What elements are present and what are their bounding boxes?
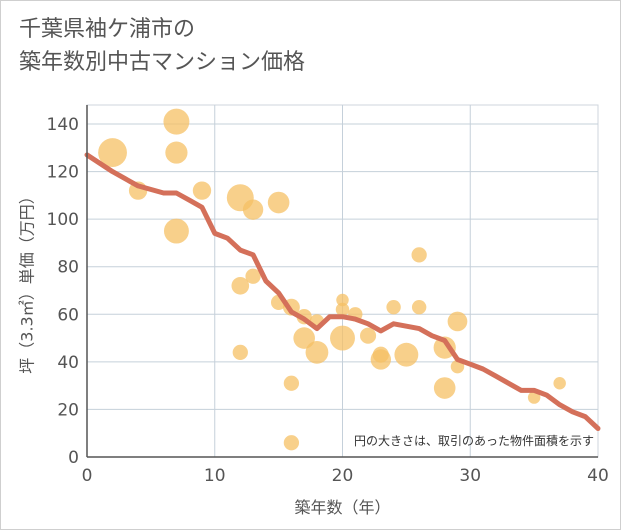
bubble-point xyxy=(411,299,427,315)
x-axis-title: 築年数（年） xyxy=(294,498,390,517)
chart-title-line1: 千葉県袖ケ浦市の xyxy=(19,17,196,42)
y-tick-label: 40 xyxy=(57,353,79,373)
bubble-point xyxy=(293,327,315,349)
size-note: 円の大きさは、取引のあった物件面積を示す xyxy=(354,433,594,448)
bubble-point xyxy=(336,293,349,307)
bubble-point xyxy=(232,344,248,360)
bubble-point xyxy=(411,247,427,263)
bubble-point xyxy=(245,268,261,284)
bubble-point xyxy=(553,377,566,390)
bubble-point xyxy=(360,327,377,344)
y-tick-label: 120 xyxy=(47,163,79,183)
bubble-point xyxy=(267,191,290,214)
y-tick-label: 140 xyxy=(47,115,79,135)
bubble-point xyxy=(335,302,350,317)
x-tick-label: 0 xyxy=(82,466,93,486)
bubble-point xyxy=(394,342,419,367)
x-tick-label: 40 xyxy=(587,466,609,486)
x-tick-label: 30 xyxy=(459,466,481,486)
bubble-point xyxy=(386,299,401,315)
bubble-point xyxy=(163,218,189,244)
grid-lines xyxy=(87,105,598,457)
bubble-point xyxy=(527,391,541,404)
bubble-point xyxy=(305,340,329,364)
bubble-point xyxy=(98,138,127,167)
chart-title-line2: 築年数別中古マンション価格 xyxy=(19,50,306,75)
y-axis-title: 坪（3.3㎡）単価（万円） xyxy=(18,188,37,373)
bubble-point xyxy=(163,108,190,135)
axes: 0 10 20 30 40 0 20 40 60 80 100 120 140 xyxy=(47,105,609,486)
bubble-point xyxy=(165,141,188,164)
bubble-point xyxy=(242,199,264,220)
bubble-point xyxy=(283,375,300,391)
y-tick-label: 100 xyxy=(47,210,79,230)
bubble-point xyxy=(370,349,392,370)
trend-series xyxy=(84,152,601,431)
bubble-point xyxy=(330,325,355,351)
y-tick-label: 0 xyxy=(68,448,79,468)
bubble-point xyxy=(231,276,250,295)
bubble-point xyxy=(447,311,468,332)
trend-line xyxy=(84,152,601,431)
x-tick-label: 20 xyxy=(332,466,354,486)
bubble-point xyxy=(192,181,212,200)
bubble-point xyxy=(433,377,456,399)
y-tick-label: 80 xyxy=(57,258,79,278)
y-tick-label: 20 xyxy=(57,400,79,420)
chart-title: 千葉県袖ケ浦市の 築年数別中古マンション価格 xyxy=(19,13,305,79)
bubble-point xyxy=(283,435,300,451)
x-tick-label: 10 xyxy=(204,466,226,486)
y-tick-label: 60 xyxy=(57,305,79,325)
